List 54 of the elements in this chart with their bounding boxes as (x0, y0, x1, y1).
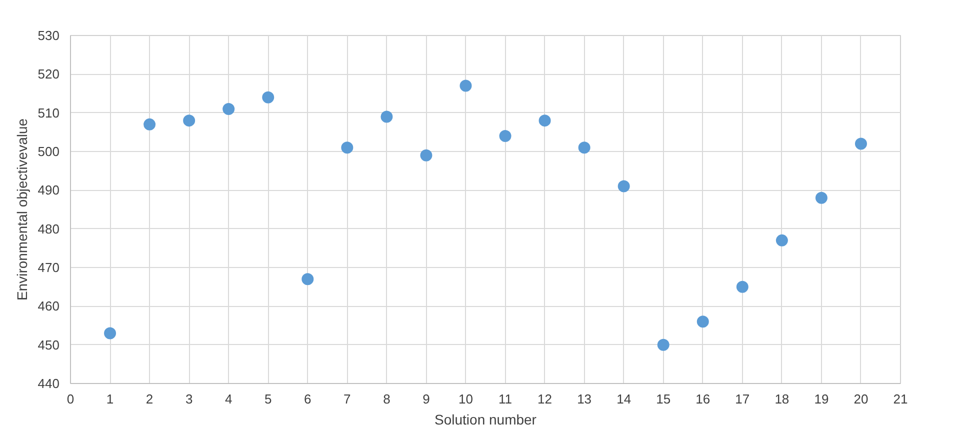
point (302, 273, 314, 286)
point (736, 280, 748, 293)
x-tick-label: 18 (774, 392, 790, 406)
point (618, 180, 630, 192)
point (183, 114, 196, 127)
point (380, 110, 393, 123)
x-tick-label: 13 (577, 392, 592, 406)
point (104, 327, 116, 340)
point (854, 138, 867, 150)
y-tick-label: 520 (38, 66, 60, 82)
x-tick-label: 9 (422, 392, 430, 406)
point (262, 91, 274, 104)
point (499, 130, 512, 142)
point (420, 149, 432, 162)
x-tick-label: 10 (458, 392, 473, 406)
x-tick-label: 6 (304, 392, 312, 406)
point (460, 80, 472, 92)
y-tick-label: 490 (38, 182, 60, 198)
x-tick-label: 8 (383, 392, 390, 406)
y-tick-label: 530 (38, 28, 60, 43)
x-tick-label: 19 (814, 392, 829, 406)
x-tick-label: 7 (344, 392, 351, 406)
y-tick-label: 470 (38, 260, 60, 275)
x-tick-label: 3 (185, 392, 193, 406)
x-tick-label: 12 (538, 392, 552, 406)
point (696, 316, 709, 328)
y-tick-label: 500 (38, 144, 60, 159)
y-axis-title: Environmental objectivevalue (14, 118, 30, 301)
y-tick-label: 460 (38, 298, 60, 314)
point (578, 142, 590, 154)
y-tick-label: 480 (38, 221, 60, 236)
x-tick-label: 17 (735, 392, 750, 406)
point (776, 234, 788, 246)
x-tick-label: 21 (893, 392, 908, 406)
x-tick-label: 5 (264, 392, 272, 406)
x-tick-label: 2 (146, 392, 154, 406)
point (341, 142, 354, 154)
point (222, 102, 235, 115)
x-tick-label: 11 (498, 392, 512, 406)
point (657, 338, 670, 351)
point (815, 192, 828, 204)
x-tick-label: 4 (224, 392, 232, 406)
x-tick-label: 15 (656, 392, 671, 406)
x-axis-title: Solution number (434, 412, 537, 428)
y-tick-label: 440 (38, 376, 60, 391)
y-tick-label: 510 (38, 105, 60, 120)
x-tick-label: 14 (616, 392, 632, 406)
point (538, 114, 551, 127)
x-tick-label: 1 (106, 392, 114, 406)
x-tick-label: 20 (854, 392, 868, 406)
point (144, 118, 156, 130)
x-tick-label: 16 (696, 392, 710, 406)
y-tick-label: 450 (38, 337, 60, 352)
x-tick-label: 0 (66, 392, 74, 406)
